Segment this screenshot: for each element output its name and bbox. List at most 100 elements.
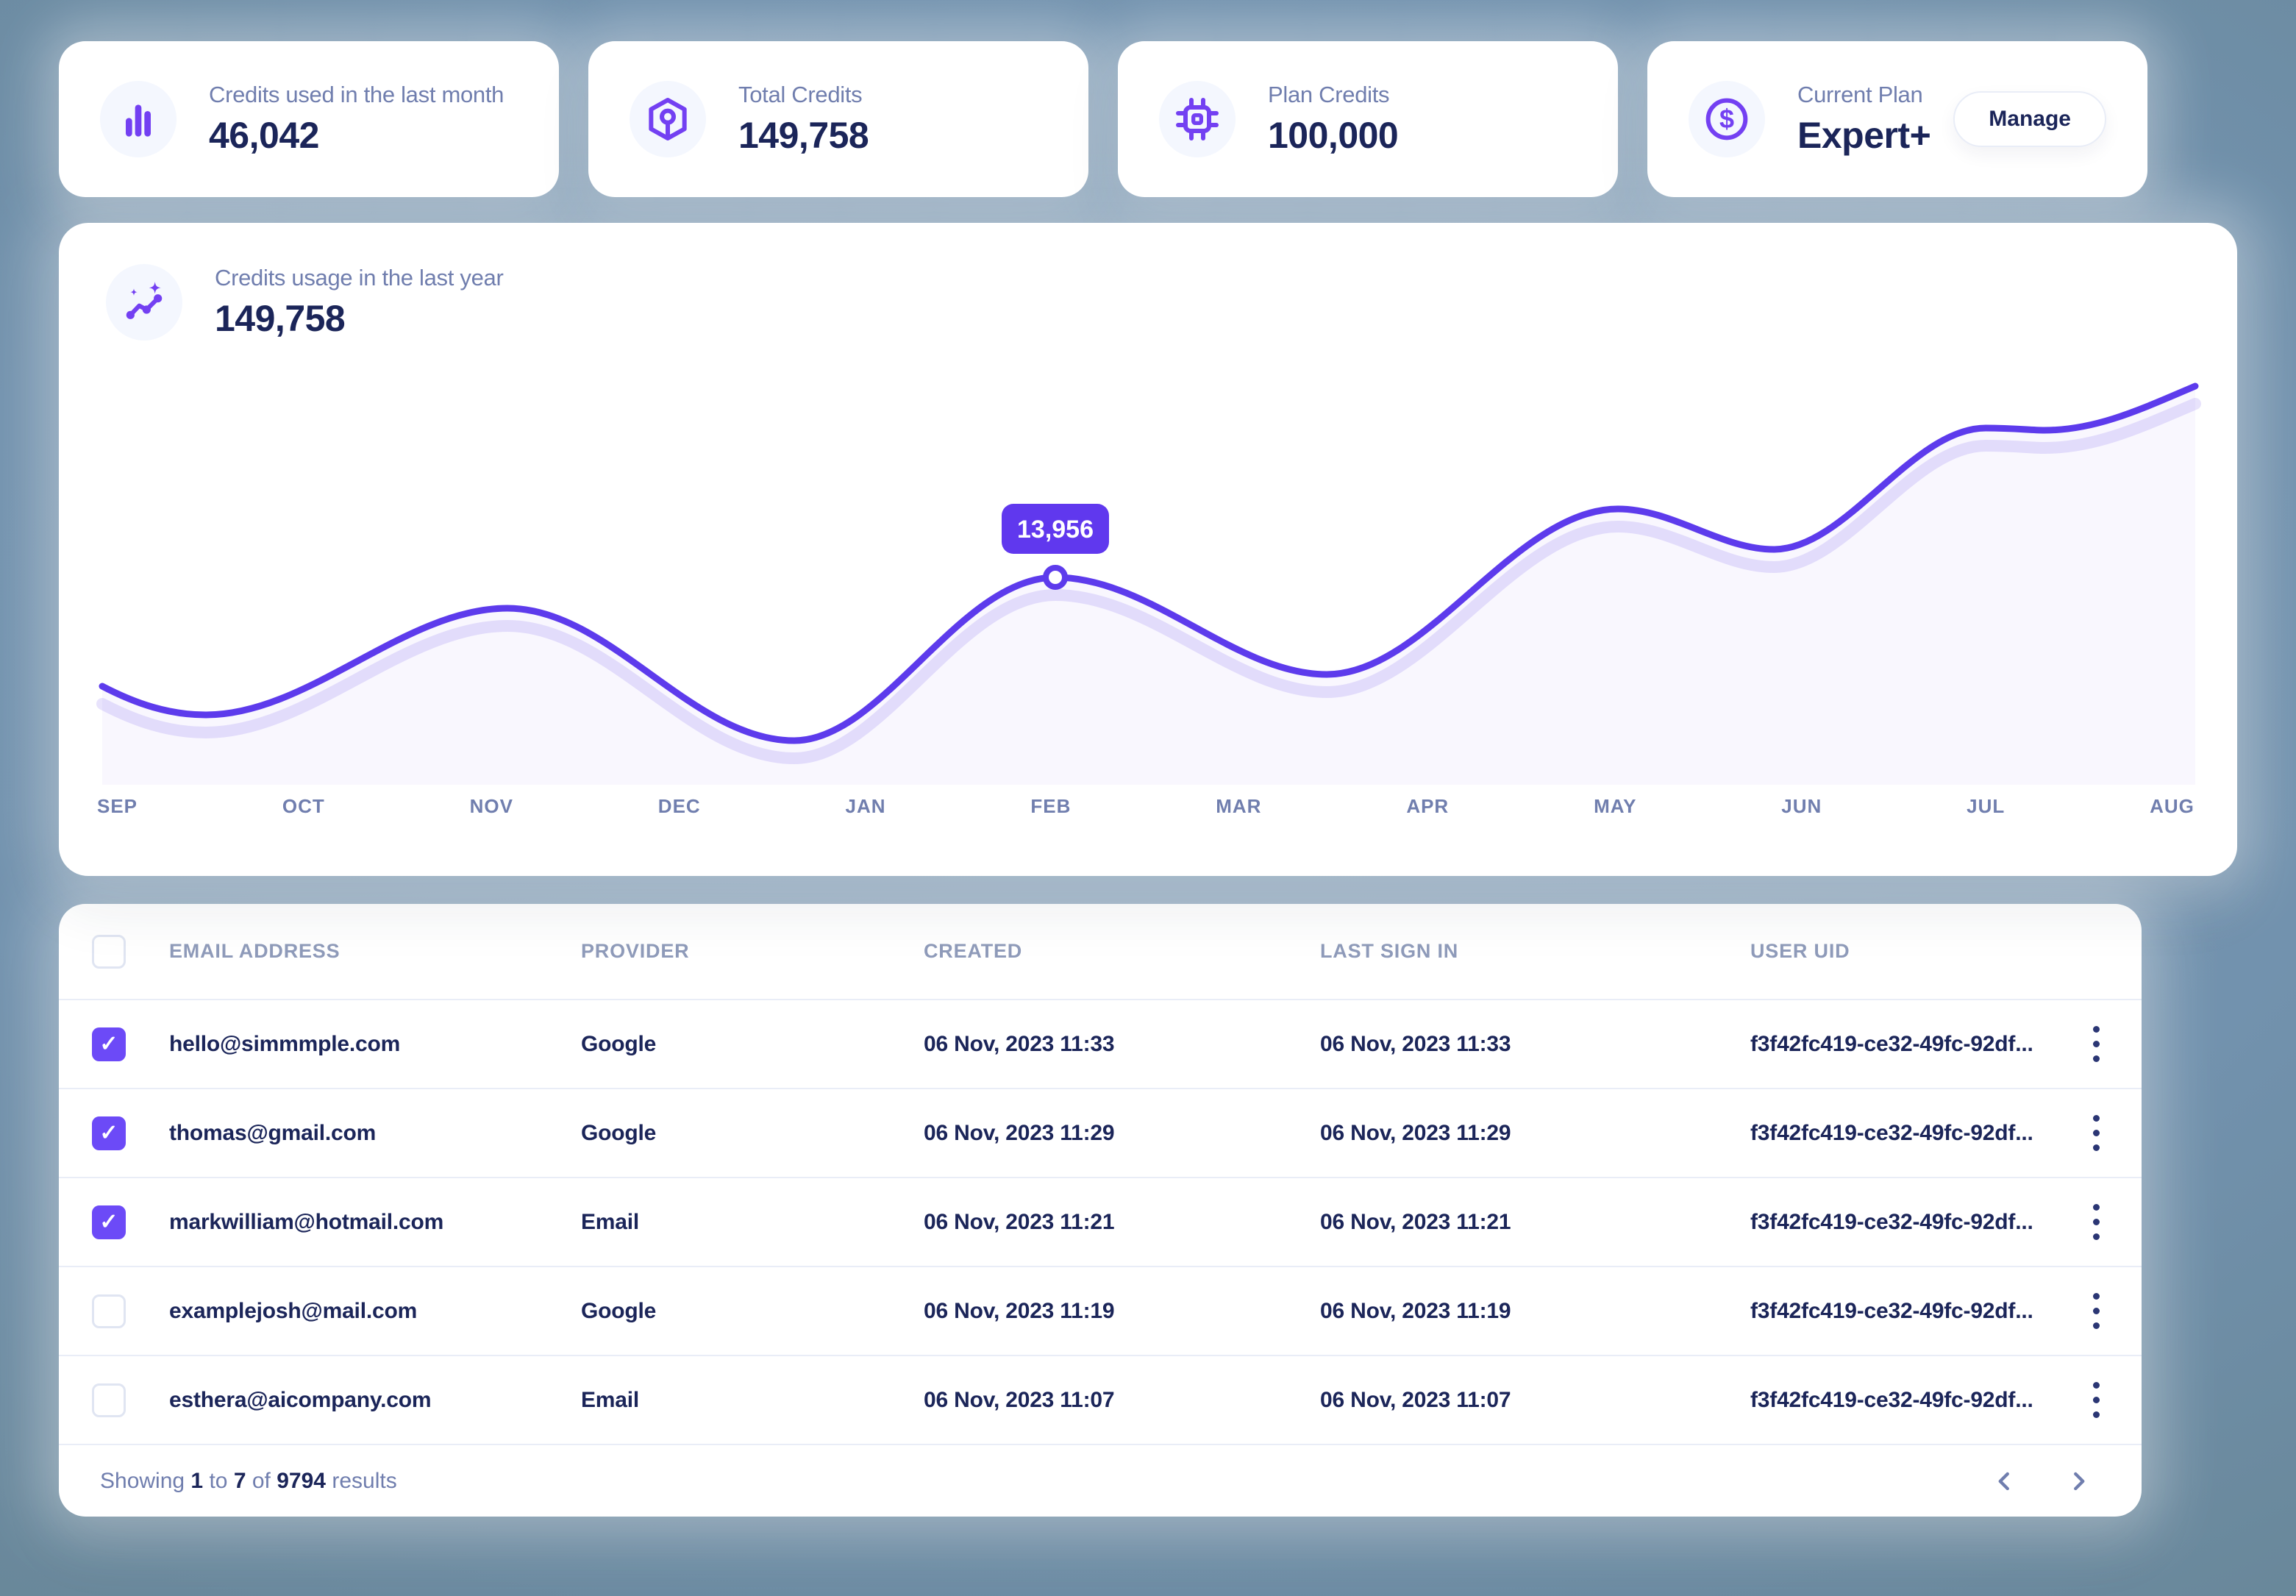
stats-row: Credits used in the last month 46,042 To… — [59, 41, 2147, 197]
next-page-button[interactable] — [2062, 1465, 2094, 1497]
chart-title: Credits usage in the last year — [215, 265, 504, 291]
chevron-right-icon — [2074, 1472, 2085, 1490]
x-tick: NOV — [469, 795, 513, 817]
column-header-created[interactable]: CREATED — [924, 940, 1023, 962]
row-checkbox[interactable]: ✓ — [92, 1205, 126, 1239]
cube-icon — [630, 81, 706, 157]
summary-total: 9794 — [277, 1468, 326, 1493]
dollar-circle-icon: $ — [1689, 81, 1765, 157]
x-tick: MAY — [1594, 795, 1637, 817]
cell-last-sign-in: 06 Nov, 2023 11:33 — [1320, 1031, 1511, 1056]
cell-created: 06 Nov, 2023 11:21 — [924, 1209, 1115, 1234]
cell-last-sign-in: 06 Nov, 2023 11:07 — [1320, 1387, 1511, 1412]
x-tick: JUN — [1781, 795, 1822, 817]
manage-plan-button[interactable]: Manage — [1953, 91, 2106, 147]
cell-provider: Email — [581, 1209, 640, 1234]
cell-email: examplejosh@mail.com — [169, 1298, 418, 1323]
cell-created: 06 Nov, 2023 11:33 — [924, 1031, 1115, 1056]
table-row: ✓ examplejosh@mail.com Google 06 Nov, 20… — [59, 1267, 2142, 1356]
stat-label: Credits used in the last month — [209, 82, 505, 107]
row-actions-kebab-icon[interactable] — [2074, 1375, 2118, 1426]
cell-created: 06 Nov, 2023 11:19 — [924, 1298, 1115, 1323]
x-tick: DEC — [657, 795, 701, 817]
cell-email: thomas@gmail.com — [169, 1120, 377, 1145]
stat-value: 100,000 — [1268, 115, 1399, 156]
stat-label: Plan Credits — [1268, 82, 1390, 107]
cell-provider: Email — [581, 1387, 640, 1412]
credits-usage-chart-card: Credits usage in the last year 149,758 1… — [59, 223, 2237, 876]
cell-user-uid: f3f42fc419-ce32-49fc-92df... — [1750, 1031, 2033, 1056]
table-row: ✓ markwilliam@hotmail.com Email 06 Nov, … — [59, 1178, 2142, 1267]
table-row: ✓ thomas@gmail.com Google 06 Nov, 2023 1… — [59, 1089, 2142, 1178]
chevron-left-icon — [1998, 1472, 2009, 1490]
chart-total-value: 149,758 — [215, 298, 346, 339]
summary-to: 7 — [233, 1468, 246, 1493]
users-table-card: ✓ EMAIL ADDRESS PROVIDER CREATED LAST SI… — [59, 904, 2142, 1517]
cell-user-uid: f3f42fc419-ce32-49fc-92df... — [1750, 1120, 2033, 1145]
cell-user-uid: f3f42fc419-ce32-49fc-92df... — [1750, 1387, 2033, 1412]
table-row: ✓ hello@simmmple.com Google 06 Nov, 2023… — [59, 1000, 2142, 1089]
row-actions-kebab-icon[interactable] — [2074, 1197, 2118, 1248]
cell-email: markwilliam@hotmail.com — [169, 1209, 444, 1234]
trend-sparkle-icon — [106, 264, 182, 341]
x-tick: APR — [1406, 795, 1450, 817]
cell-provider: Google — [581, 1298, 657, 1323]
column-header-user-uid[interactable]: USER UID — [1750, 940, 1850, 962]
stat-text: Plan Credits 100,000 — [1268, 82, 1399, 157]
cell-email: esthera@aicompany.com — [169, 1387, 432, 1412]
cell-last-sign-in: 06 Nov, 2023 11:19 — [1320, 1298, 1511, 1323]
stat-value: 149,758 — [738, 115, 869, 156]
x-tick: FEB — [1030, 795, 1072, 817]
svg-text:$: $ — [1719, 104, 1734, 134]
column-header-email[interactable]: EMAIL ADDRESS — [169, 940, 341, 962]
select-all-checkbox[interactable]: ✓ — [92, 934, 126, 969]
row-actions-kebab-icon[interactable] — [2074, 1019, 2118, 1070]
summary-to-word: to — [209, 1468, 228, 1493]
chart-header: Credits usage in the last year 149,758 — [59, 223, 2237, 341]
stat-value: 46,042 — [209, 115, 319, 156]
row-checkbox[interactable]: ✓ — [92, 1294, 126, 1328]
x-tick: SEP — [97, 795, 138, 817]
stat-label: Current Plan — [1797, 82, 1923, 107]
stat-card-current-plan: $ Current Plan Expert+ Manage — [1647, 41, 2147, 197]
chart-area-fill — [102, 386, 2195, 785]
previous-page-button[interactable] — [1989, 1465, 2021, 1497]
table-header-row: ✓ EMAIL ADDRESS PROVIDER CREATED LAST SI… — [59, 904, 2142, 1000]
cell-user-uid: f3f42fc419-ce32-49fc-92df... — [1750, 1209, 2033, 1234]
stat-label: Total Credits — [738, 82, 863, 107]
cell-user-uid: f3f42fc419-ce32-49fc-92df... — [1750, 1298, 2033, 1323]
column-header-last-sign-in[interactable]: LAST SIGN IN — [1320, 940, 1459, 962]
row-checkbox[interactable]: ✓ — [92, 1027, 126, 1061]
summary-from: 1 — [190, 1468, 204, 1493]
x-tick: OCT — [282, 795, 325, 817]
row-checkbox[interactable]: ✓ — [92, 1383, 126, 1417]
stat-text: Total Credits 149,758 — [738, 82, 869, 157]
summary-of-word: of — [252, 1468, 271, 1493]
summary-suffix: results — [332, 1468, 397, 1493]
row-actions-kebab-icon[interactable] — [2074, 1286, 2118, 1337]
stat-text: Credits used in the last month 46,042 — [209, 82, 504, 157]
summary-prefix: Showing — [100, 1468, 185, 1493]
column-header-provider[interactable]: PROVIDER — [581, 940, 690, 962]
chart-tooltip-value: 13,956 — [1017, 516, 1094, 544]
table-footer: Showing 1 to 7 of 9794 results — [59, 1445, 2142, 1517]
chart-tooltip: 13,956 — [1002, 504, 1109, 554]
row-actions-kebab-icon[interactable] — [2074, 1108, 2118, 1159]
cell-provider: Google — [581, 1120, 657, 1145]
cell-created: 06 Nov, 2023 11:07 — [924, 1387, 1115, 1412]
results-summary: Showing 1 to 7 of 9794 results — [100, 1469, 397, 1494]
cell-last-sign-in: 06 Nov, 2023 11:21 — [1320, 1209, 1511, 1234]
chart-highlight-marker[interactable] — [1043, 565, 1068, 590]
stat-value: Expert+ — [1797, 115, 1931, 156]
pagination — [1989, 1465, 2094, 1497]
bar-chart-icon — [100, 81, 177, 157]
x-tick: JUL — [1967, 795, 2006, 817]
row-checkbox[interactable]: ✓ — [92, 1116, 126, 1150]
chip-icon — [1159, 81, 1236, 157]
stat-text: Current Plan Expert+ — [1797, 82, 1931, 157]
cell-provider: Google — [581, 1031, 657, 1056]
stat-card-plan-credits: Plan Credits 100,000 — [1118, 41, 1618, 197]
chart-line-shadow — [96, 398, 2201, 765]
credits-usage-line-chart[interactable]: 13,956 — [59, 329, 2237, 785]
chart-line — [99, 382, 2199, 744]
